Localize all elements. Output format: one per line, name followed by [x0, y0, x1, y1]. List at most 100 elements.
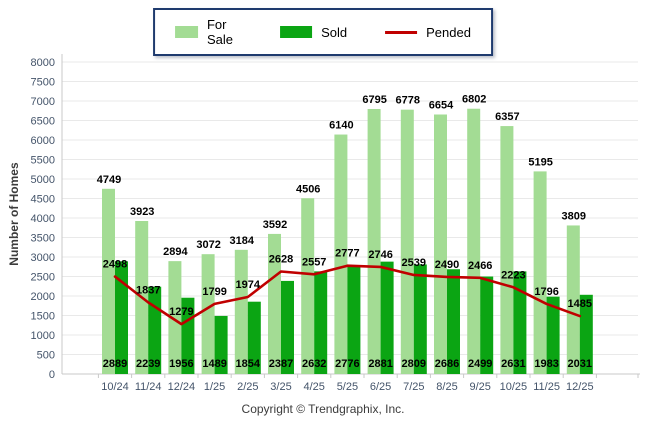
- pended-value-label: 2539: [402, 257, 426, 269]
- y-tick-label: 3000: [31, 252, 55, 264]
- y-tick-label: 2000: [31, 291, 55, 303]
- for-sale-value-label: 5195: [528, 156, 552, 168]
- pended-value-label: 2466: [468, 260, 492, 272]
- y-tick-label: 0: [49, 369, 55, 381]
- x-tick-label: 8/25: [436, 381, 457, 393]
- for-sale-value-label: 6140: [329, 120, 353, 132]
- x-tick-label: 11/24: [135, 381, 162, 393]
- x-tick-label: 10/25: [500, 381, 528, 393]
- pended-value-label: 2557: [302, 256, 326, 268]
- sold-bar: [247, 301, 261, 374]
- y-tick-label: 7500: [31, 77, 55, 89]
- pended-value-label: 1796: [534, 286, 558, 298]
- pended-value-label: 2490: [435, 259, 459, 271]
- copyright-text: Copyright © Trendgraphix, Inc.: [241, 402, 405, 416]
- pended-value-label: 2746: [368, 249, 392, 261]
- legend-label-pended: Pended: [426, 24, 471, 40]
- for-sale-bar: [334, 134, 348, 374]
- y-tick-label: 500: [37, 350, 55, 362]
- sold-value-label: 1489: [202, 358, 226, 370]
- y-tick-label: 4000: [31, 213, 55, 225]
- for-sale-bar: [301, 198, 315, 374]
- chart-legend: For Sale Sold Pended: [153, 8, 493, 56]
- for-sale-bar: [102, 188, 115, 374]
- for-sale-value-label: 6802: [462, 94, 486, 106]
- y-tick-label: 7000: [31, 96, 55, 108]
- for-sale-bar: [367, 108, 381, 375]
- sold-value-label: 2632: [302, 358, 326, 370]
- pended-value-label: 1837: [136, 284, 160, 296]
- for-sale-bar: [566, 225, 580, 374]
- pended-value-label: 2498: [103, 259, 127, 271]
- x-tick-label: 1/25: [204, 381, 225, 393]
- pended-line: [113, 264, 582, 326]
- sold-bar: [347, 265, 361, 374]
- x-tick-label: 2/25: [237, 381, 258, 393]
- for-sale-value-label: 3923: [130, 206, 154, 218]
- y-tick-label: 1000: [31, 330, 55, 342]
- sold-bar: [380, 261, 394, 374]
- y-tick-label: 5000: [31, 174, 55, 186]
- x-tick-label: 12/24: [168, 381, 196, 393]
- y-tick-label: 6500: [31, 116, 55, 128]
- y-tick-label: 6000: [31, 135, 55, 147]
- for-sale-bar: [168, 261, 182, 374]
- x-tick-label: 5/25: [337, 381, 358, 393]
- for-sale-value-label: 3592: [263, 219, 287, 231]
- y-tick-label: 1500: [31, 311, 55, 323]
- for-sale-bar: [201, 254, 215, 374]
- sold-value-label: 2686: [435, 358, 459, 370]
- sold-value-label: 2776: [335, 358, 359, 370]
- x-tick-label: 12/25: [566, 381, 594, 393]
- for-sale-value-label: 3072: [196, 239, 220, 251]
- sold-value-label: 2809: [402, 358, 426, 370]
- pended-value-label: 2223: [501, 269, 525, 281]
- sold-value-label: 2387: [269, 358, 293, 370]
- sold-bar: [413, 264, 427, 374]
- sold-bar: [281, 280, 294, 374]
- for-sale-bar: [400, 109, 414, 375]
- sold-bar: [214, 315, 228, 374]
- pended-value-label: 2777: [335, 248, 359, 260]
- for-sale-value-label: 6778: [396, 95, 420, 107]
- legend-label-for-sale: For Sale: [206, 17, 233, 47]
- for-sale-value-label: 6654: [429, 99, 454, 111]
- for-sale-bar: [533, 171, 547, 374]
- for-sale-value-label: 6795: [362, 94, 386, 106]
- for-sale-value-label: 4506: [296, 183, 320, 195]
- sold-value-label: 1854: [236, 358, 261, 370]
- legend-label-sold: Sold: [321, 24, 348, 40]
- sold-bar: [115, 261, 128, 374]
- for-sale-bar: [500, 126, 514, 375]
- x-tick-label: 6/25: [370, 381, 391, 393]
- for-sale-bar: [268, 233, 281, 374]
- y-axis-title: Number of Homes: [7, 162, 21, 266]
- sold-value-label: 2881: [368, 358, 392, 370]
- for-sale-value-label: 3809: [562, 210, 586, 222]
- y-tick-label: 4500: [31, 194, 55, 206]
- for-sale-swatch-icon: [175, 26, 198, 38]
- x-tick-label: 11/25: [533, 381, 560, 393]
- pended-swatch-icon: [385, 30, 418, 34]
- for-sale-bar: [234, 249, 248, 374]
- for-sale-value-label: 2894: [163, 246, 188, 258]
- y-tick-label: 2500: [31, 272, 55, 284]
- for-sale-bar: [434, 114, 447, 374]
- sold-value-label: 2889: [103, 358, 127, 370]
- y-tick-label: 5500: [31, 155, 55, 167]
- sold-value-label: 2631: [501, 358, 525, 370]
- sold-bar: [447, 269, 460, 374]
- for-sale-bar: [467, 108, 481, 375]
- sold-swatch-icon: [280, 26, 313, 38]
- pended-value-label: 1974: [236, 279, 261, 291]
- y-tick-label: 3500: [31, 233, 55, 245]
- sold-bar: [546, 296, 560, 374]
- sold-bar: [314, 271, 328, 374]
- y-tick-label: 8000: [31, 57, 55, 69]
- sold-bar: [480, 276, 494, 374]
- sold-value-label: 2031: [568, 358, 592, 370]
- pended-value-label: 2628: [269, 254, 293, 266]
- sold-value-label: 2239: [136, 358, 160, 370]
- sold-bar: [513, 271, 527, 374]
